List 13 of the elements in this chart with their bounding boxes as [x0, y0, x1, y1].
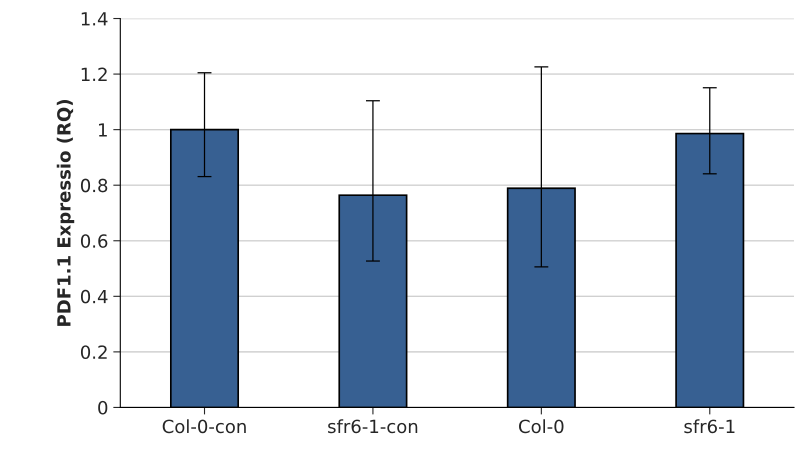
- y-axis-title: PDF1.1 Expressio (RQ): [56, 100, 74, 326]
- y-tick-label: 0.4: [80, 290, 108, 304]
- y-tick-label: 0: [98, 400, 108, 415]
- y-tick-label: 0.2: [80, 345, 107, 359]
- x-tick-label: Col-0-con: [162, 419, 246, 434]
- y-tick-label: 1.2: [82, 68, 107, 81]
- x-tick-label: Col-0: [519, 419, 564, 434]
- x-tick-label: sfr6-1-con: [328, 419, 418, 434]
- y-tick-label: 1.4: [82, 12, 108, 26]
- y-tick-label: 0.6: [80, 234, 108, 248]
- y-tick-label: 1: [98, 123, 107, 136]
- x-tick-label: sfr6-1: [684, 419, 734, 434]
- y-tick-label: 0.8: [80, 178, 108, 192]
